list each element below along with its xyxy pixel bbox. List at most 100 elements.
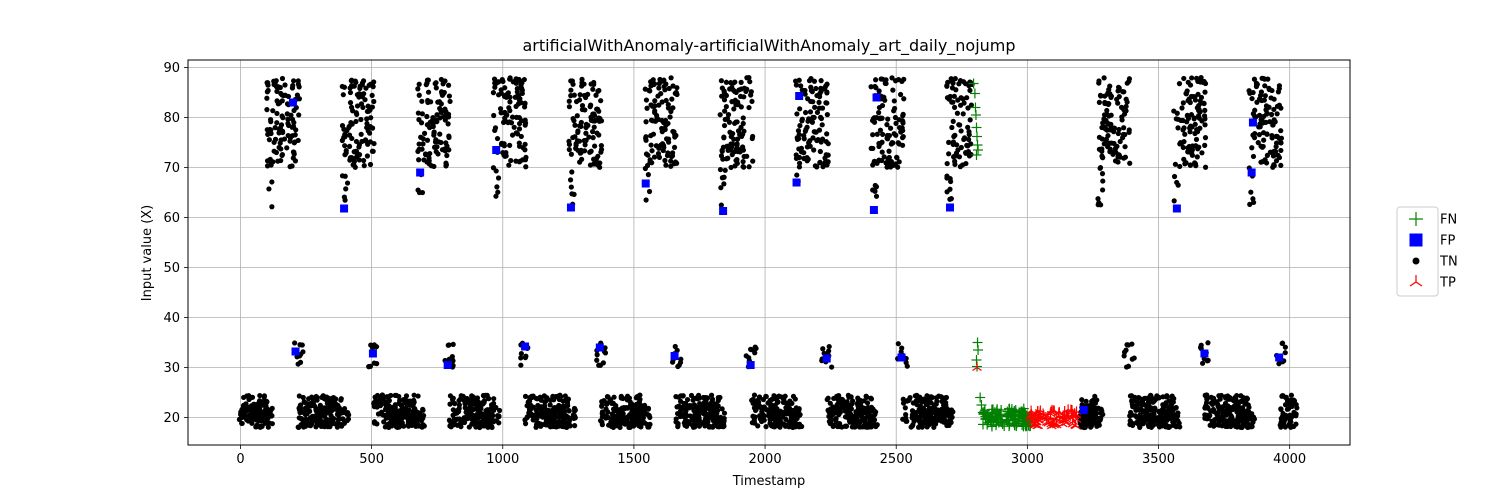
tn-point [351, 162, 357, 168]
tn-point [757, 403, 764, 410]
fp-point [1247, 168, 1256, 177]
tn-point [533, 424, 539, 430]
tn-point [503, 92, 509, 98]
tn-point [418, 134, 424, 140]
tn-point [702, 420, 709, 426]
tn-point [498, 90, 504, 96]
fn-point [977, 419, 988, 430]
tn-point [336, 421, 342, 427]
tn-point [958, 128, 964, 134]
tn-point [656, 81, 662, 87]
tn-point [1274, 111, 1280, 117]
y-axis-title: Input value (X) [140, 205, 155, 301]
tn-points [236, 74, 1300, 431]
tn-point [719, 85, 725, 91]
tn-point [284, 145, 290, 151]
tn-point [1278, 128, 1284, 134]
fn-point [1005, 409, 1016, 420]
x-tick-label: 2000 [749, 452, 782, 467]
tn-point [706, 424, 712, 430]
tn-point [416, 92, 422, 98]
tn-point [370, 148, 376, 154]
tn-point [1167, 424, 1173, 430]
fn-point [969, 88, 980, 99]
tn-point [446, 417, 453, 423]
fp-point [795, 92, 804, 100]
tn-point [479, 423, 486, 429]
tn-point [274, 110, 280, 117]
tn-point [804, 144, 810, 150]
legend-item-fn: FN [1409, 212, 1457, 228]
tn-point [256, 418, 262, 424]
tn-point [495, 413, 501, 419]
tn-point [648, 79, 654, 85]
tn-point [721, 122, 728, 129]
tn-point [967, 87, 973, 93]
tn-point [817, 148, 823, 155]
tn-point [637, 392, 643, 398]
tn-point [952, 132, 958, 138]
tn-point [810, 135, 816, 141]
tn-point [1271, 163, 1277, 169]
tn-point [347, 157, 353, 163]
tn-point [823, 100, 829, 106]
tn-point [951, 93, 957, 99]
tn-point [1257, 121, 1263, 127]
tn-point [943, 394, 950, 401]
tn-point [661, 120, 667, 126]
tn-point [1216, 393, 1222, 399]
tn-point [291, 78, 297, 84]
tn-point [933, 421, 939, 427]
tn-point [1247, 201, 1253, 208]
tn-point [719, 147, 725, 153]
tn-point [543, 398, 549, 404]
tn-point [432, 117, 439, 123]
tn-point [1123, 108, 1129, 114]
tn-point [1155, 415, 1161, 421]
tn-point [796, 164, 803, 170]
tn-point [1183, 91, 1189, 97]
tn-point [1194, 127, 1200, 133]
tn-point [806, 78, 813, 84]
tn-point [815, 137, 821, 143]
tn-point [788, 419, 795, 425]
tn-point [503, 153, 509, 159]
tn-point [481, 418, 487, 424]
plot-frame [187, 59, 1351, 446]
tn-point [1125, 363, 1132, 369]
tn-point [599, 409, 606, 415]
tn-point [592, 143, 598, 149]
tn-point [663, 162, 669, 168]
tn-point [1193, 136, 1200, 143]
tn-point [833, 418, 839, 425]
tn-point [432, 81, 438, 87]
tn-point [1229, 416, 1235, 422]
tn-point [1115, 100, 1121, 106]
tn-point [499, 140, 505, 146]
tn-point [488, 423, 495, 429]
tn-point [371, 419, 378, 425]
tn-point [344, 417, 350, 424]
tn-point [630, 411, 637, 417]
tn-point [749, 98, 755, 105]
tn-point [717, 112, 723, 118]
tn-point [251, 411, 257, 418]
tn-point [797, 123, 803, 129]
tn-point [947, 93, 953, 100]
tn-point [511, 124, 517, 130]
tn-point [1227, 396, 1233, 402]
tn-point [507, 108, 513, 114]
tn-point [638, 424, 644, 430]
tn-point [368, 342, 374, 348]
tn-point [678, 356, 684, 362]
tn-point [738, 86, 744, 92]
tn-point [885, 116, 891, 122]
tn-point [901, 76, 907, 82]
tn-point [522, 122, 528, 128]
tn-point [806, 140, 812, 146]
tn-point [1100, 120, 1106, 126]
tn-point [963, 150, 969, 156]
tn-point [1235, 413, 1241, 419]
tn-point [545, 416, 551, 423]
tn-point [966, 136, 972, 143]
